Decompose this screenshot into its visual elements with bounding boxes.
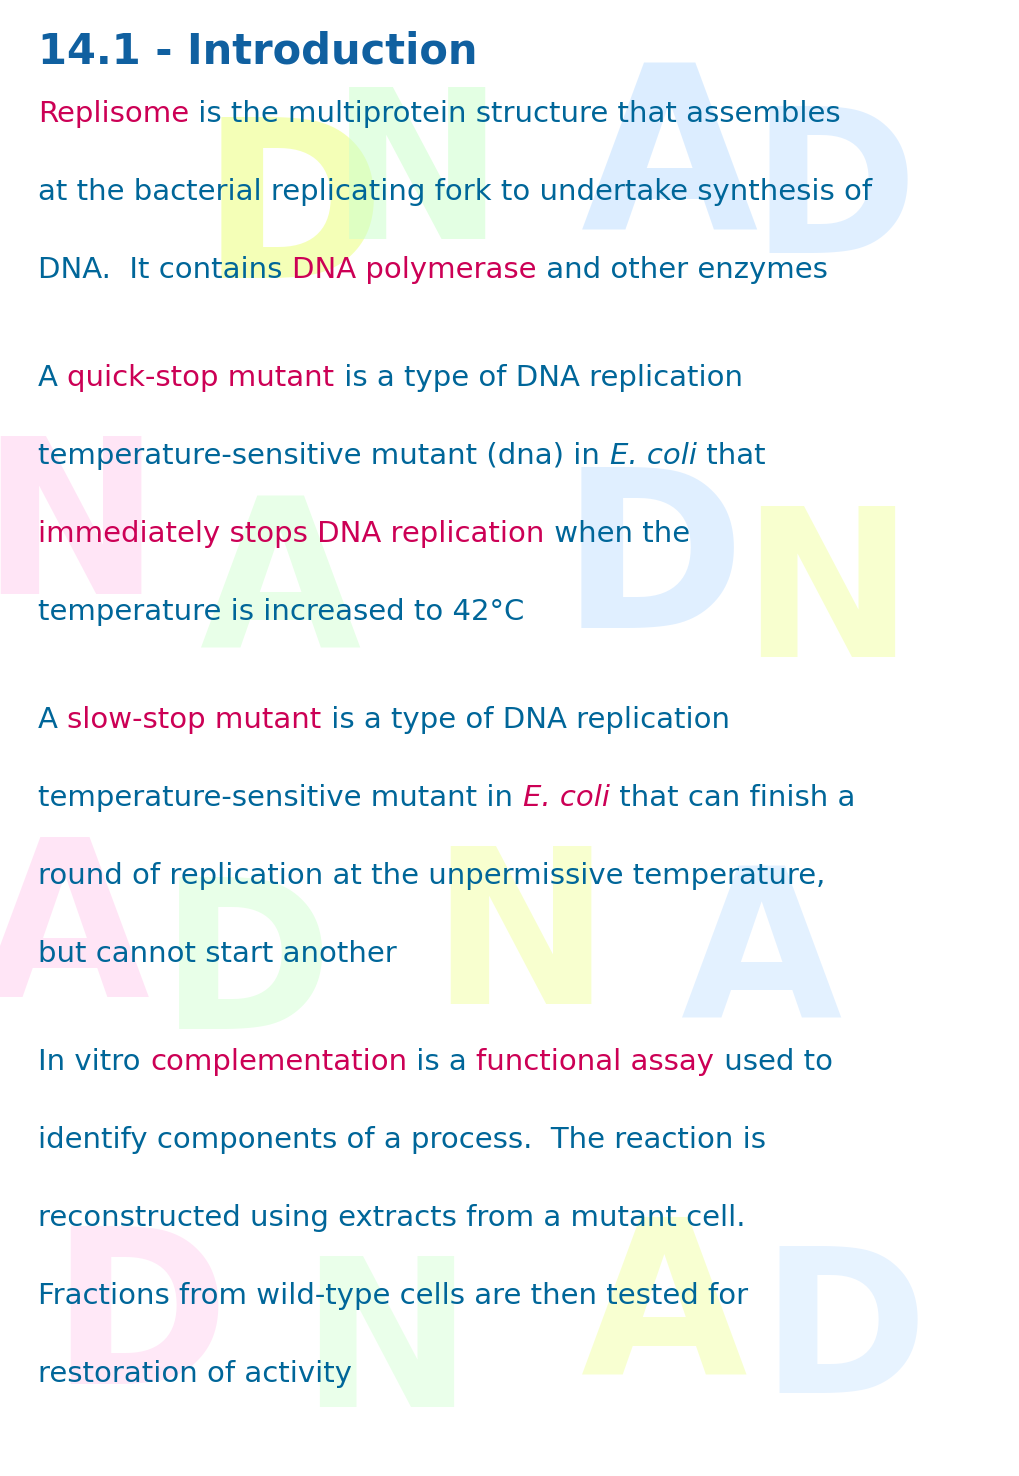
Text: immediately stops DNA replication: immediately stops DNA replication (38, 520, 544, 548)
Text: is a: is a (407, 1048, 476, 1076)
Text: E. coli: E. coli (609, 441, 696, 469)
Text: identify components of a process.  The reaction is: identify components of a process. The re… (38, 1126, 765, 1154)
Text: A: A (38, 365, 67, 393)
Text: A: A (0, 830, 150, 1044)
Text: temperature-sensitive mutant in: temperature-sensitive mutant in (38, 784, 522, 812)
Text: D: D (560, 461, 744, 675)
Text: DNA polymerase: DNA polymerase (291, 255, 536, 283)
Text: 14.1 - Introduction: 14.1 - Introduction (38, 30, 477, 72)
Text: A: A (580, 55, 757, 277)
Text: temperature-sensitive mutant (dna) in: temperature-sensitive mutant (dna) in (38, 441, 608, 469)
Text: is a type of DNA replication: is a type of DNA replication (334, 365, 742, 393)
Text: that: that (696, 441, 764, 469)
Text: quick-stop mutant: quick-stop mutant (67, 365, 334, 393)
Text: N: N (430, 840, 610, 1049)
Text: A: A (38, 706, 67, 734)
Text: D: D (200, 111, 384, 325)
Text: at the bacterial replicating fork to undertake synthesis of: at the bacterial replicating fork to und… (38, 179, 871, 207)
Text: is the multiprotein structure that assembles: is the multiprotein structure that assem… (190, 100, 840, 128)
Text: temperature is increased to 42°C: temperature is increased to 42°C (38, 598, 524, 626)
Text: complementation: complementation (150, 1048, 407, 1076)
Text: is a type of DNA replication: is a type of DNA replication (321, 706, 729, 734)
Text: DNA.  It contains: DNA. It contains (38, 255, 291, 283)
Text: Fractions from wild-type cells are then tested for: Fractions from wild-type cells are then … (38, 1283, 747, 1311)
Text: and other enzymes: and other enzymes (536, 255, 826, 283)
Text: N: N (740, 500, 912, 700)
Text: N: N (330, 80, 504, 282)
Text: but cannot start another: but cannot start another (38, 940, 396, 968)
Text: A: A (680, 861, 841, 1063)
Text: when the: when the (544, 520, 690, 548)
Text: N: N (300, 1250, 472, 1449)
Text: D: D (50, 1221, 228, 1429)
Text: A: A (580, 1210, 747, 1418)
Text: that can finish a: that can finish a (609, 784, 854, 812)
Text: E. coli: E. coli (523, 784, 609, 812)
Text: D: D (750, 100, 917, 295)
Text: slow-stop mutant: slow-stop mutant (67, 706, 321, 734)
Text: used to: used to (714, 1048, 832, 1076)
Text: restoration of activity: restoration of activity (38, 1359, 352, 1387)
Text: D: D (160, 869, 333, 1072)
Text: functional assay: functional assay (476, 1048, 713, 1076)
Text: D: D (760, 1240, 927, 1435)
Text: reconstructed using extracts from a mutant cell.: reconstructed using extracts from a muta… (38, 1204, 745, 1232)
Text: N: N (0, 430, 160, 639)
Text: Replisome: Replisome (38, 100, 189, 128)
Text: A: A (200, 490, 361, 692)
Text: In vitro: In vitro (38, 1048, 150, 1076)
Text: round of replication at the unpermissive temperature,: round of replication at the unpermissive… (38, 862, 824, 890)
